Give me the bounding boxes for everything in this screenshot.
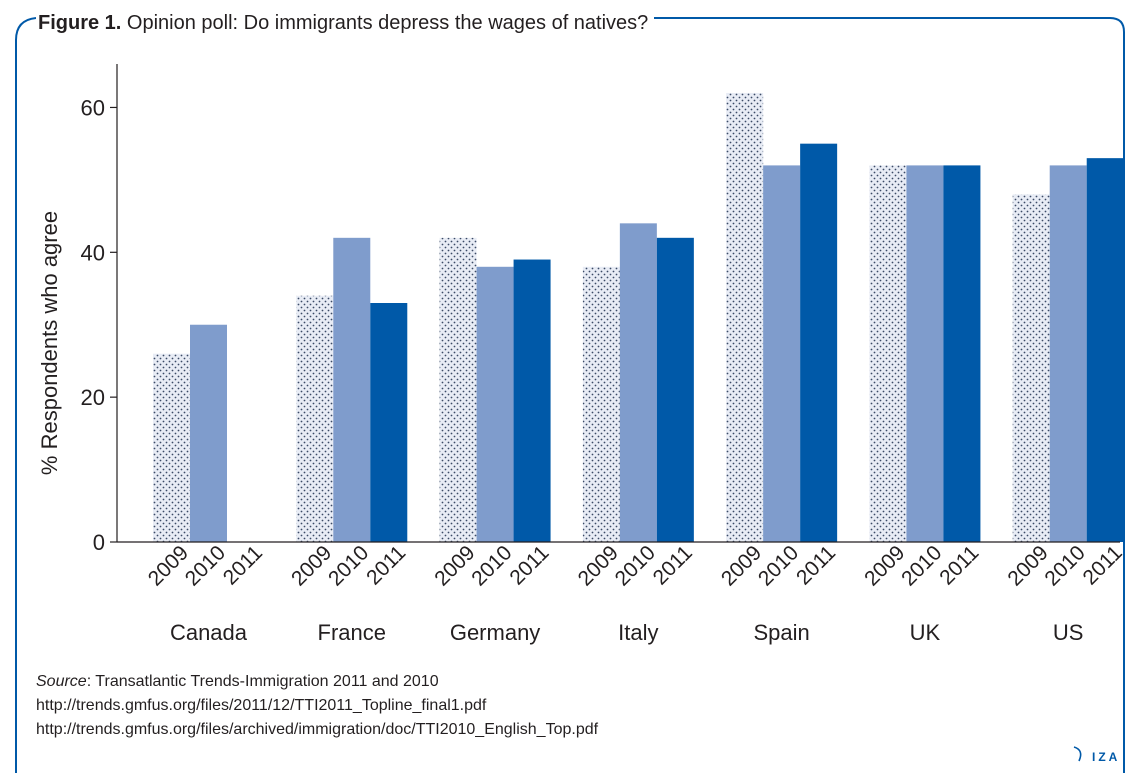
axes-group — [110, 64, 1120, 543]
iza-logo-text: IZA — [1092, 750, 1121, 764]
source-note: Source: Transatlantic Trends-Immigration… — [36, 670, 598, 742]
x-year-label: 2010 — [467, 541, 516, 590]
bar-germany-2009 — [439, 237, 477, 542]
bar-italy-2011 — [656, 237, 694, 542]
x-category-label: UK — [910, 620, 941, 645]
y-tick-label: 60 — [81, 95, 105, 120]
bar-spain-2010 — [763, 165, 801, 543]
bar-italy-2009 — [582, 266, 620, 542]
iza-logo: IZA — [1073, 746, 1121, 764]
x-year-label: 2009 — [430, 541, 479, 590]
x-year-label: 2011 — [792, 541, 840, 589]
x-year-label: 2011 — [649, 541, 697, 589]
x-year-label: 2009 — [287, 541, 336, 590]
x-year-label: 2011 — [505, 541, 553, 589]
bar-us-2011 — [1086, 158, 1124, 542]
x-category-label: Italy — [618, 620, 658, 645]
bar-germany-2011 — [513, 259, 551, 542]
x-category-label: Germany — [450, 620, 540, 645]
x-year-label: 2011 — [1079, 541, 1126, 589]
bar-uk-2010 — [906, 165, 944, 543]
x-category-label: US — [1053, 620, 1084, 645]
bar-canada-2010 — [190, 324, 227, 542]
y-tick-label: 40 — [81, 240, 105, 265]
figure-label: Figure 1. — [38, 12, 122, 34]
figure-title: Figure 1. Opinion poll: Do immigrants de… — [36, 10, 655, 36]
bar-italy-2010 — [619, 223, 657, 543]
bar-spain-2011 — [800, 143, 838, 542]
x-category-label: Canada — [170, 620, 248, 645]
source-line: Source: Transatlantic Trends-Immigration… — [36, 670, 598, 694]
source-label: Source — [36, 673, 87, 690]
bar-spain-2009 — [726, 92, 764, 542]
bar-us-2010 — [1049, 165, 1087, 543]
bar-uk-2011 — [943, 165, 981, 543]
x-year-label: 2009 — [574, 541, 623, 590]
source-link-1[interactable]: http://trends.gmfus.org/files/2011/12/TT… — [36, 697, 487, 714]
iza-swoosh-icon — [1073, 746, 1082, 762]
x-year-label: 2010 — [754, 541, 803, 590]
bar-france-2010 — [333, 237, 371, 542]
x-year-label: 2010 — [897, 541, 946, 590]
x-year-label: 2009 — [144, 541, 193, 590]
x-year-label: 2011 — [935, 541, 983, 589]
figure-title-text: Opinion poll: Do immigrants depress the … — [126, 12, 649, 34]
x-year-label: 2010 — [181, 541, 230, 590]
x-year-label: 2011 — [219, 541, 267, 589]
bar-uk-2009 — [869, 165, 907, 543]
x-category-label: France — [318, 620, 386, 645]
source-link-2[interactable]: http://trends.gmfus.org/files/archived/i… — [36, 721, 599, 738]
x-year-label: 2010 — [611, 541, 660, 590]
source-text: : Transatlantic Trends-Immigration 2011 … — [86, 673, 439, 690]
bar-germany-2010 — [476, 266, 514, 542]
x-category-label: Spain — [754, 620, 810, 645]
x-year-label: 2009 — [1003, 541, 1052, 590]
x-year-label: 2010 — [1040, 541, 1089, 590]
y-tick-label: 20 — [81, 385, 105, 410]
x-year-label: 2010 — [324, 541, 373, 590]
bars-group — [153, 92, 1124, 543]
bar-canada-2009 — [153, 353, 190, 542]
x-year-label: 2009 — [717, 541, 766, 590]
bar-france-2009 — [296, 295, 334, 542]
bar-france-2011 — [370, 303, 408, 542]
y-axis-label: % Respondents who agree — [37, 211, 62, 475]
x-year-label: 2009 — [860, 541, 909, 590]
x-year-label: 2011 — [362, 541, 410, 589]
y-tick-label: 0 — [93, 530, 105, 555]
bar-us-2009 — [1012, 194, 1050, 542]
